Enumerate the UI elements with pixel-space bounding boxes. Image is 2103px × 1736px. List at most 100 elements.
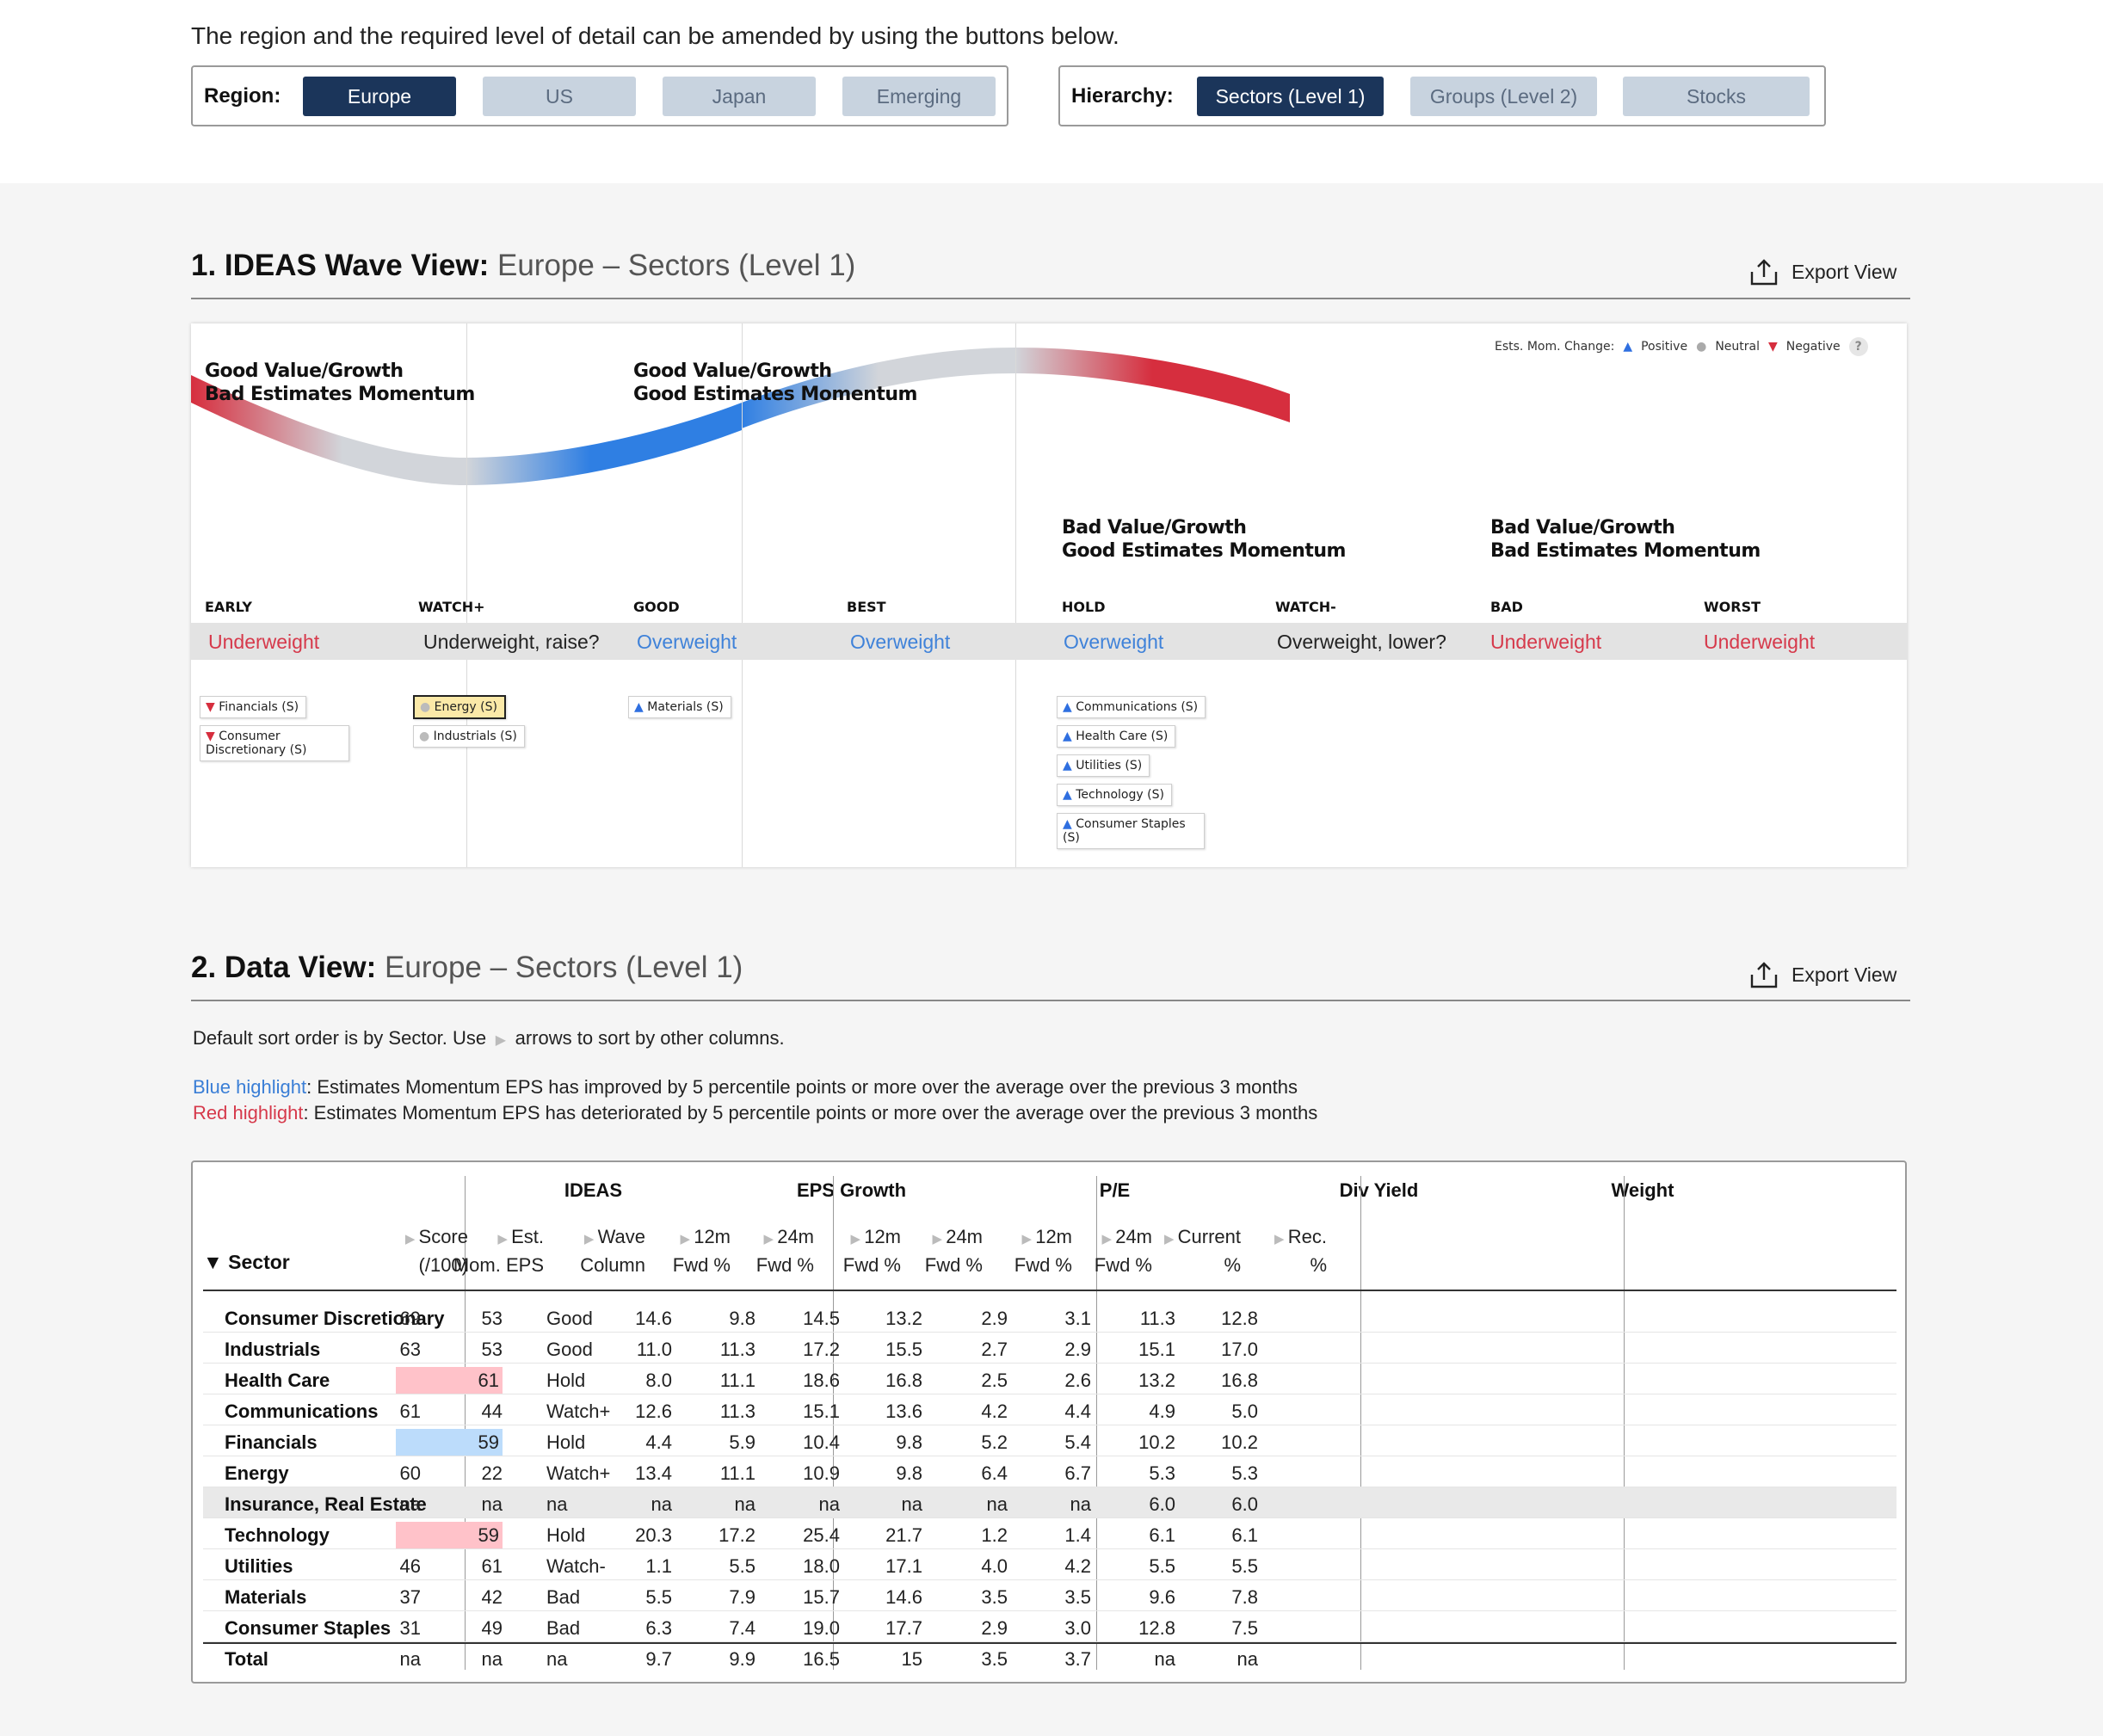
column-header[interactable]: ▶ 24m Fwd % <box>1056 1224 1152 1278</box>
value-cell: 10.2 <box>1138 1431 1175 1453</box>
sort-arrow-icon[interactable]: ▶ <box>1163 1232 1178 1247</box>
sector-chip-materials[interactable]: ▲ Materials (S) <box>628 696 731 718</box>
column-header-line: Score <box>418 1226 468 1247</box>
export-icon <box>1750 962 1778 988</box>
sort-arrow-icon[interactable]: ▶ <box>583 1232 598 1247</box>
sector-column-header[interactable]: ▼ Sector <box>203 1251 290 1274</box>
data-export-button[interactable]: Export View <box>1748 959 1896 990</box>
value-cell: 22 <box>481 1462 503 1484</box>
sort-arrow-icon[interactable]: ▶ <box>404 1232 419 1247</box>
sector-chip-consumer-staples[interactable]: ▲ Consumer Staples (S) <box>1057 813 1205 849</box>
value-cell: 37 <box>399 1586 421 1608</box>
column-header[interactable]: ▶ Est. Mom. EPS <box>441 1224 544 1278</box>
value-cell: 61 <box>481 1555 503 1577</box>
value-cell: na <box>901 1493 922 1515</box>
column-header-line: % <box>1224 1254 1241 1276</box>
help-icon[interactable]: ? <box>1848 337 1868 356</box>
table-row: Industrials 63 53 Good 11.0 11.3 17.2 15.5 2.7 2.… <box>203 1333 1896 1364</box>
quadrant-line: Bad Estimates Momentum <box>1490 540 1761 562</box>
value-cell: 3.0 <box>1064 1617 1091 1639</box>
blue-highlight-key: Blue highlight <box>193 1076 307 1098</box>
region-button-emerging[interactable]: Emerging <box>842 77 996 116</box>
quadrant-label: Bad Value/Growth Bad Estimates Momentum <box>1490 516 1761 563</box>
value-cell: 5.9 <box>729 1431 755 1453</box>
quadrant-line: Good Estimates Momentum <box>633 384 917 405</box>
sort-arrow-icon[interactable]: ▶ <box>1274 1232 1288 1247</box>
value-cell: na <box>986 1493 1008 1515</box>
column-header[interactable]: ▶ 24m Fwd % <box>718 1224 814 1278</box>
value-cell: 2.5 <box>981 1370 1008 1391</box>
column-header[interactable]: ▶ Rec.% <box>1230 1224 1327 1278</box>
value-cell: 18.0 <box>803 1555 840 1577</box>
sector-chip-communications[interactable]: ▲ Communications (S) <box>1057 696 1206 718</box>
column-header-line: Fwd % <box>1094 1254 1152 1276</box>
value-cell: 53 <box>481 1339 503 1360</box>
value-cell: 3.5 <box>981 1648 1008 1670</box>
sort-arrow-icon[interactable]: ▶ <box>763 1232 778 1247</box>
column-header-line: Fwd % <box>1014 1254 1072 1276</box>
weight-label: Overweight <box>850 631 951 653</box>
value-cell: 9.8 <box>729 1308 755 1329</box>
value-cell: 13.4 <box>635 1462 672 1484</box>
sector-chip-health-care[interactable]: ▲ Health Care (S) <box>1057 725 1176 748</box>
wave-export-button[interactable]: Export View <box>1748 256 1896 287</box>
value-cell: 14.6 <box>885 1586 922 1608</box>
value-cell: 12.8 <box>1221 1308 1258 1329</box>
value-cell: 9.7 <box>645 1648 672 1670</box>
sector-chip-financials[interactable]: ▼ Financials (S) <box>200 696 307 718</box>
column-header[interactable]: ▶ 24m Fwd % <box>886 1224 983 1278</box>
quadrant-label: Good Value/Growth Good Estimates Momentu… <box>633 360 917 406</box>
sector-chip-consumer-discretionary[interactable]: ▼ Consumer Discretionary (S) <box>200 725 349 761</box>
wave-column-cell: Watch- <box>546 1555 606 1577</box>
value-cell: 16.8 <box>1221 1370 1258 1391</box>
hierarchy-button-sectors[interactable]: Sectors (Level 1) <box>1197 77 1384 116</box>
sort-arrow-icon[interactable]: ▶ <box>1021 1232 1036 1247</box>
legend-positive: Positive <box>1641 340 1688 354</box>
value-cell: 4.9 <box>1149 1400 1175 1422</box>
sort-arrow-icon[interactable]: ▶ <box>680 1232 694 1247</box>
sort-note: Default sort order is by Sector. Use ▶ a… <box>193 1027 785 1050</box>
value-cell: 8.0 <box>645 1370 672 1391</box>
column-header-line: Mom. EPS <box>453 1254 544 1276</box>
sort-arrow-icon[interactable]: ▶ <box>932 1232 947 1247</box>
value-cell: 5.0 <box>1231 1400 1258 1422</box>
column-header-watch-minus: WATCH- <box>1275 599 1336 615</box>
value-cell: 11.3 <box>719 1400 755 1422</box>
sector-chip-utilities[interactable]: ▲ Utilities (S) <box>1057 754 1150 777</box>
column-header[interactable]: ▶ Current% <box>1144 1224 1241 1278</box>
sort-arrow-icon[interactable]: ▶ <box>1101 1232 1116 1247</box>
sector-chip-technology[interactable]: ▲ Technology (S) <box>1057 784 1172 806</box>
intro-text: The region and the required level of det… <box>191 22 1119 49</box>
total-row: Total na na na 9.7 9.9 16.5 15 3.5 3.7 na na <box>203 1642 1896 1673</box>
value-cell: 3.5 <box>1064 1586 1091 1608</box>
value-cell: 16.5 <box>803 1648 840 1670</box>
value-cell: 6.4 <box>981 1462 1008 1484</box>
column-header[interactable]: ▶ Wave Column <box>549 1224 645 1278</box>
column-header[interactable]: ▶ Score (/100) <box>375 1224 468 1278</box>
column-header[interactable]: ▶ 12m Fwd % <box>805 1224 901 1278</box>
legend-negative: Negative <box>1785 340 1841 354</box>
value-cell: na <box>399 1493 421 1515</box>
sector-chip-industrials[interactable]: ● Industrials (S) <box>413 725 525 748</box>
value-cell: 13.2 <box>885 1308 922 1329</box>
sort-arrow-icon[interactable]: ▶ <box>497 1232 512 1247</box>
column-header[interactable]: ▶ 12m Fwd % <box>634 1224 731 1278</box>
column-header[interactable]: ▶ 12m Fwd % <box>976 1224 1072 1278</box>
column-header-good: GOOD <box>633 599 680 615</box>
negative-triangle-icon: ▼ <box>1768 340 1778 354</box>
positive-triangle-icon: ▲ <box>1623 340 1633 354</box>
positive-triangle-icon: ▲ <box>1063 729 1072 743</box>
hierarchy-button-groups[interactable]: Groups (Level 2) <box>1410 77 1597 116</box>
region-button-europe[interactable]: Europe <box>303 77 456 116</box>
column-header-line: Fwd % <box>842 1254 901 1276</box>
value-cell: 6.3 <box>645 1617 672 1639</box>
value-cell: 12.6 <box>635 1400 672 1422</box>
sector-chip-energy[interactable]: ● Energy (S) <box>413 695 506 719</box>
hierarchy-button-stocks[interactable]: Stocks <box>1623 77 1810 116</box>
sort-arrow-icon[interactable]: ▶ <box>850 1232 865 1247</box>
hierarchy-selector: Hierarchy: Sectors (Level 1) Groups (Lev… <box>1058 65 1826 126</box>
region-button-japan[interactable]: Japan <box>663 77 816 116</box>
region-button-us[interactable]: US <box>483 77 636 116</box>
chip-label: Communications (S) <box>1076 700 1199 714</box>
quadrant-line: Bad Value/Growth <box>1062 517 1247 539</box>
